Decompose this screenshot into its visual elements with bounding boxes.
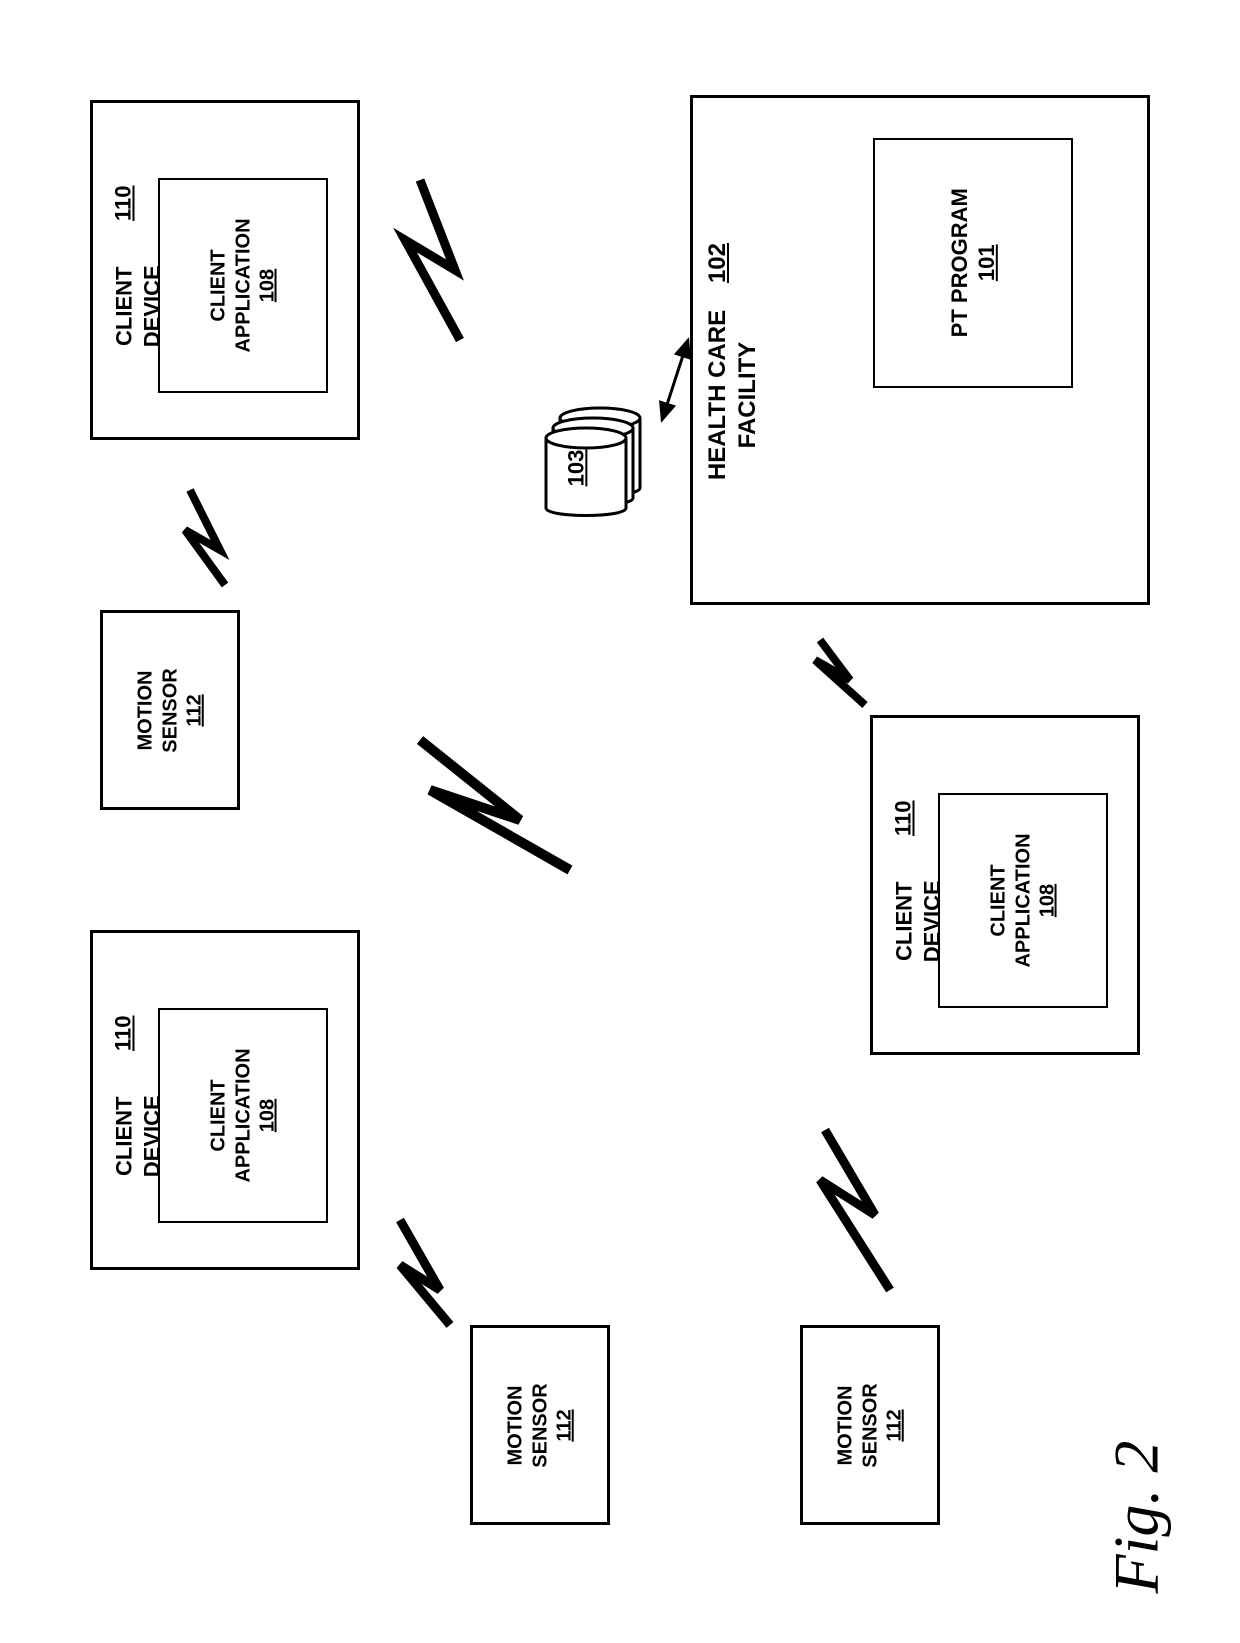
bolt-icon [185,490,225,585]
figure-label: Fig. 2 [1099,1441,1173,1594]
motion-sensor-label-1: MOTION [504,1385,529,1465]
database-ref: 103 [563,450,588,487]
client-app-label-2: APPLICATION [231,218,256,352]
bolt-icon [400,1220,450,1325]
bolt-icon [405,180,460,340]
client-application-box: CLIENT APPLICATION 108 [158,178,328,393]
pt-program-ref: 101 [974,245,1000,282]
facility-box: PT PROGRAM 101 HEALTH CARE FACILITY 102 [690,95,1150,605]
diagram-canvas: PT PROGRAM 101 HEALTH CARE FACILITY 102 [0,0,1240,1643]
motion-sensor-label-2: SENSOR [529,1383,554,1467]
bolt-icon [820,1130,890,1290]
client-app-label-2: APPLICATION [231,1048,256,1182]
motion-sensor-ref: 112 [554,1409,577,1441]
motion-sensor-ref: 112 [884,1409,907,1441]
client-device-box: CLIENT DEVICE 110 CLIENT APPLICATION 108 [870,715,1140,1055]
motion-sensor-label-2: SENSOR [159,668,184,752]
client-app-label-1: CLIENT [206,249,231,321]
bolt-icon [815,640,865,705]
facility-ref: 102 [704,243,732,283]
client-application-box: CLIENT APPLICATION 108 [158,1008,328,1223]
motion-sensor-box: MOTION SENSOR 112 [100,610,240,810]
motion-sensor-label-1: MOTION [834,1385,859,1465]
motion-sensor-label-2: SENSOR [859,1383,884,1467]
pt-program-box: PT PROGRAM 101 [873,138,1073,388]
client-app-ref: 108 [256,269,279,302]
client-app-label-1: CLIENT [986,864,1011,936]
client-application-box: CLIENT APPLICATION 108 [938,793,1108,1008]
client-device-box: CLIENT DEVICE 110 CLIENT APPLICATION 108 [90,100,360,440]
motion-sensor-label-1: MOTION [134,670,159,750]
pt-program-label: PT PROGRAM [946,188,974,337]
motion-sensor-ref: 112 [184,694,207,726]
client-device-box: CLIENT DEVICE 110 CLIENT APPLICATION 108 [90,930,360,1270]
client-app-ref: 108 [256,1099,279,1132]
bolt-icon [420,740,570,870]
client-app-label-1: CLIENT [206,1079,231,1151]
motion-sensor-box: MOTION SENSOR 112 [470,1325,610,1525]
client-app-label-2: APPLICATION [1011,833,1036,967]
facility-label: HEALTH CARE FACILITY [703,287,763,503]
arrow-facility-db [662,340,688,420]
motion-sensor-box: MOTION SENSOR 112 [800,1325,940,1525]
client-app-ref: 108 [1036,884,1059,917]
database-icon: 103 [540,400,660,520]
